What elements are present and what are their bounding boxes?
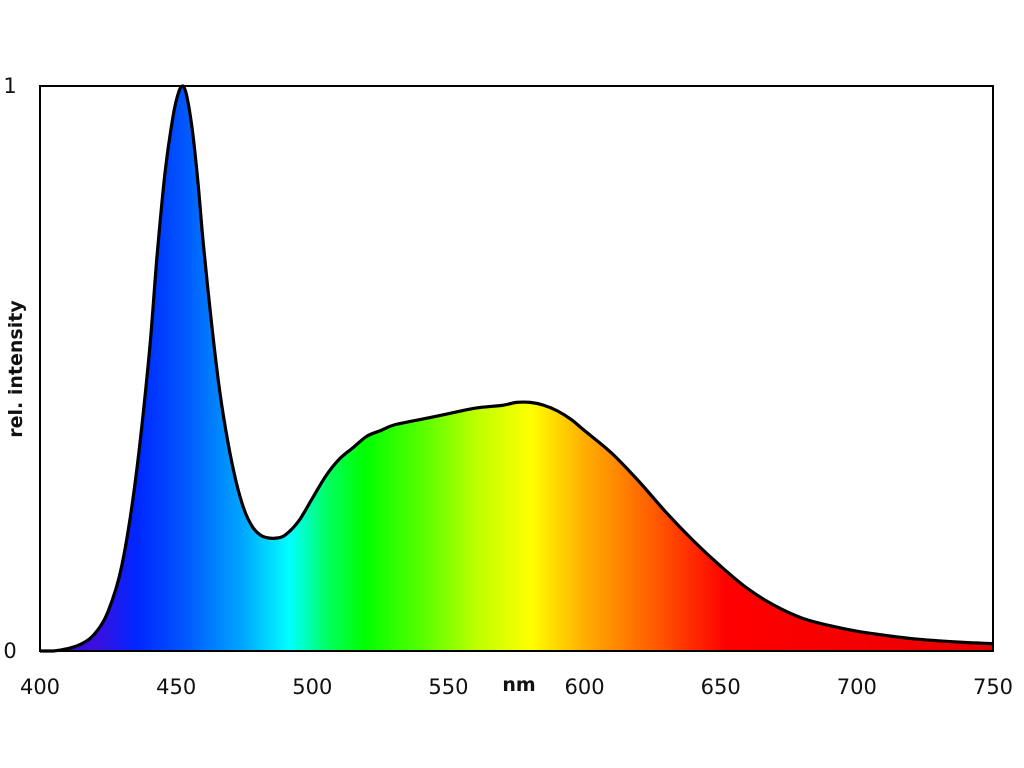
x-tick-label: 750 [973,675,1013,699]
x-tick-label: 400 [20,675,60,699]
x-axis-title: nm [502,674,535,696]
x-tick-label: 450 [156,675,196,699]
y-tick-label: 0 [3,639,16,663]
spectrum-curve-line [39,84,994,653]
x-tick-label: 700 [837,675,877,699]
y-tick-label: 1 [3,74,16,98]
plot-frame [39,85,994,652]
x-tick-label: 650 [701,675,741,699]
y-axis-title: rel. intensity [5,300,27,438]
x-tick-label: 500 [292,675,332,699]
y-axis-tick-labels: 01 [3,74,16,663]
x-tick-label: 600 [565,675,605,699]
x-tick-label: 550 [428,675,468,699]
spectrum-fill [40,86,993,651]
x-axis-tick-labels: 400 450 500 550 600 650 700 750 [20,675,1013,699]
